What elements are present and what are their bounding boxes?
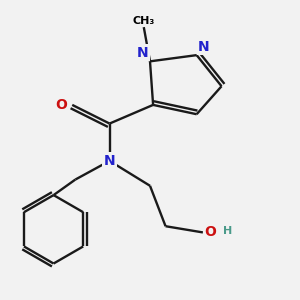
Text: H: H xyxy=(223,226,232,236)
Text: N: N xyxy=(137,46,148,60)
Text: N: N xyxy=(104,154,116,168)
Text: O: O xyxy=(204,225,216,239)
Text: CH₃: CH₃ xyxy=(133,16,155,26)
Text: N: N xyxy=(198,40,210,54)
Text: O: O xyxy=(56,98,68,112)
